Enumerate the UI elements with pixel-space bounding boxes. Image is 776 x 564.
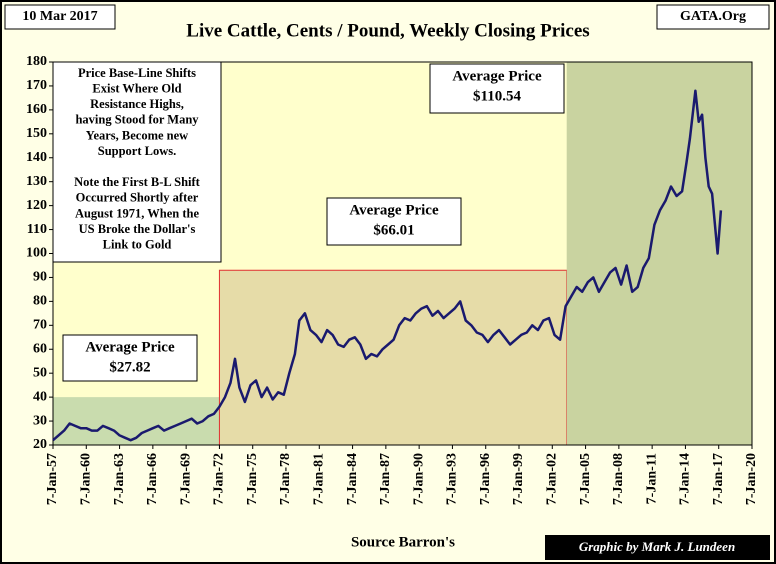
average-box: [429, 63, 565, 114]
y-tick-label: 70: [33, 318, 47, 333]
source-box: [656, 4, 770, 30]
y-tick-label: 50: [33, 365, 47, 380]
region: [566, 62, 752, 445]
x-tick-label: 7-Jan-90: [411, 453, 426, 505]
x-tick-label: 7-Jan-99: [511, 453, 526, 505]
y-tick-label: 180: [26, 54, 47, 69]
note-line: August 1971, When the: [75, 206, 200, 220]
x-tick-label: 7-Jan-87: [378, 453, 393, 505]
y-tick-label: 40: [33, 389, 47, 404]
note-line: Occurred Shortly after: [76, 191, 199, 205]
credit: Graphic by Mark J. Lundeen: [579, 539, 735, 554]
x-tick-label: 7-Jan-05: [578, 453, 593, 505]
y-tick-label: 60: [33, 341, 47, 356]
y-tick-label: 170: [26, 78, 47, 93]
y-tick-label: 110: [27, 222, 47, 237]
region: [218, 269, 568, 446]
date-box: [4, 4, 116, 30]
x-tick-label: 7-Jan-72: [212, 453, 227, 505]
x-tick-label: 7-Jan-78: [278, 453, 293, 505]
x-tick-label: 7-Jan-02: [545, 453, 560, 505]
note-line: US Broke the Dollar's: [79, 222, 196, 236]
note-line: Price Base-Line Shifts: [78, 66, 196, 80]
x-axis-label: Source Barron's: [351, 534, 455, 550]
note-line: Support Lows.: [98, 144, 177, 158]
x-tick-label: 7-Jan-96: [478, 453, 493, 505]
x-tick-label: 7-Jan-60: [79, 453, 94, 505]
y-tick-label: 160: [26, 102, 47, 117]
note-line: Exist Where Old: [92, 81, 181, 95]
x-tick-label: 7-Jan-81: [312, 453, 327, 505]
x-tick-label: 7-Jan-20: [744, 453, 759, 505]
x-tick-label: 7-Jan-08: [611, 453, 626, 505]
x-tick-label: 7-Jan-57: [45, 453, 60, 505]
x-tick-label: 7-Jan-14: [678, 453, 693, 505]
x-tick-label: 7-Jan-75: [245, 453, 260, 505]
y-tick-label: 100: [26, 246, 47, 261]
y-tick-label: 90: [33, 270, 47, 285]
x-tick-label: 7-Jan-11: [644, 453, 659, 504]
note-line: Years, Become new: [86, 128, 188, 142]
x-tick-label: 7-Jan-63: [112, 453, 127, 505]
average-box: [326, 197, 462, 246]
note-line: Note the First B-L Shift: [74, 175, 201, 189]
y-tick-label: 80: [33, 294, 47, 309]
y-tick-label: 20: [33, 437, 47, 452]
note-line: Resistance Highs,: [90, 97, 184, 111]
average-box: [62, 334, 198, 382]
average-label: $66.01: [373, 222, 414, 238]
credit-box: [545, 535, 770, 560]
x-tick-label: 7-Jan-69: [178, 453, 193, 505]
chart-title: Live Cattle, Cents / Pound, Weekly Closi…: [186, 20, 589, 41]
x-tick-label: 7-Jan-93: [445, 453, 460, 505]
date: 10 Mar 2017: [22, 9, 97, 24]
average-label: $27.82: [109, 359, 150, 375]
y-tick-label: 150: [26, 126, 47, 141]
price-line: [52, 89, 723, 442]
source: GATA.Org: [680, 9, 746, 24]
note-line: having Stood for Many: [75, 113, 199, 127]
x-tick-label: 7-Jan-84: [345, 453, 360, 505]
y-tick-label: 130: [26, 174, 47, 189]
x-tick-label: 7-Jan-17: [711, 453, 726, 505]
x-tick-label: 7-Jan-66: [145, 453, 160, 505]
average-label: Average Price: [85, 339, 175, 355]
average-label: Average Price: [452, 68, 542, 84]
average-label: Average Price: [349, 202, 439, 218]
y-tick-label: 140: [26, 150, 47, 165]
note-line: Link to Gold: [103, 237, 172, 251]
y-tick-label: 120: [26, 198, 47, 213]
average-label: $110.54: [473, 88, 521, 104]
y-tick-label: 30: [33, 413, 47, 428]
